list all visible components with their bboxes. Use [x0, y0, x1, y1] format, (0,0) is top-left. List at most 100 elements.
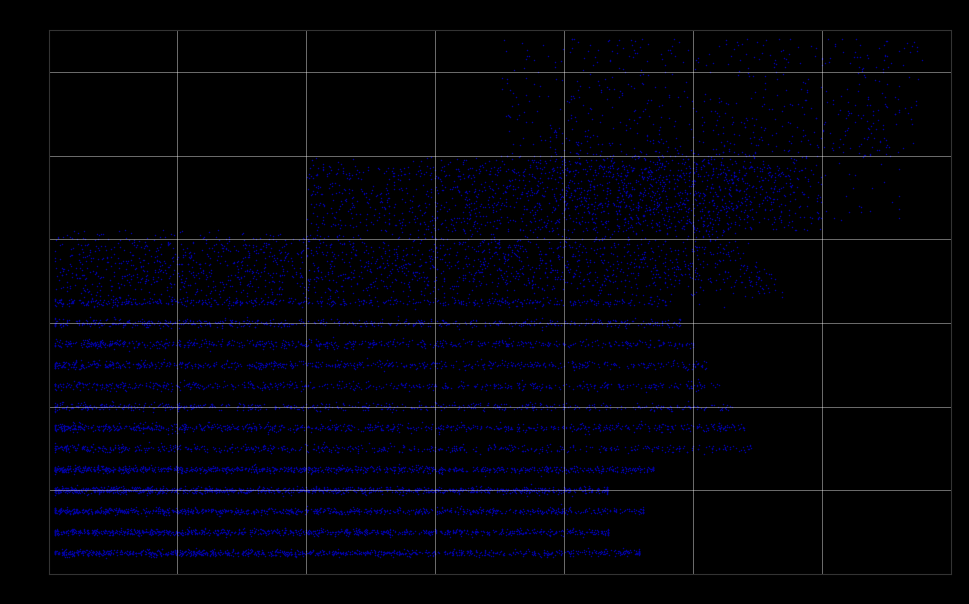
Point [468, 193, 484, 202]
Point [55, 548, 71, 558]
Point [743, 204, 759, 214]
Point [744, 71, 760, 81]
Point [543, 123, 558, 133]
Point [182, 444, 198, 454]
Point [695, 219, 710, 229]
Point [268, 484, 284, 493]
Point [634, 195, 649, 205]
Point [497, 187, 513, 197]
Point [442, 422, 457, 432]
Point [103, 486, 118, 495]
Point [264, 548, 279, 558]
Point [573, 184, 588, 193]
Point [355, 405, 370, 415]
Point [395, 255, 411, 265]
Point [217, 424, 233, 434]
Point [553, 267, 569, 277]
Point [593, 140, 609, 149]
Point [124, 528, 140, 538]
Point [572, 380, 587, 390]
Point [465, 276, 481, 286]
Point [188, 401, 203, 411]
Point [216, 421, 232, 431]
Point [328, 464, 344, 474]
Point [544, 527, 559, 536]
Point [136, 487, 151, 496]
Point [330, 443, 346, 452]
Point [664, 69, 679, 79]
Point [766, 214, 782, 224]
Point [114, 272, 130, 281]
Point [85, 356, 101, 365]
Point [573, 340, 588, 350]
Point [497, 194, 513, 204]
Point [308, 405, 324, 415]
Point [382, 295, 397, 305]
Point [308, 484, 324, 494]
Point [179, 292, 195, 302]
Point [253, 507, 268, 516]
Point [53, 319, 69, 329]
Point [445, 340, 460, 350]
Point [47, 358, 63, 368]
Point [779, 117, 795, 127]
Point [491, 423, 507, 433]
Point [154, 544, 170, 553]
Point [152, 548, 168, 557]
Point [697, 358, 712, 367]
Point [89, 507, 105, 517]
Point [228, 423, 243, 433]
Point [202, 400, 217, 410]
Point [814, 53, 829, 63]
Point [626, 464, 641, 474]
Point [216, 463, 232, 473]
Point [54, 548, 70, 558]
Point [334, 526, 350, 536]
Point [289, 248, 304, 258]
Point [365, 506, 381, 515]
Point [400, 487, 416, 496]
Point [262, 247, 277, 257]
Point [732, 185, 747, 194]
Point [500, 422, 516, 432]
Point [499, 299, 515, 309]
Point [61, 443, 77, 453]
Point [47, 420, 63, 430]
Point [215, 485, 231, 495]
Point [407, 484, 422, 494]
Point [579, 358, 595, 368]
Point [366, 486, 382, 496]
Point [406, 403, 422, 413]
Point [406, 320, 422, 329]
Point [172, 462, 188, 472]
Point [174, 420, 190, 430]
Point [747, 187, 763, 196]
Point [615, 549, 631, 559]
Point [489, 463, 505, 473]
Point [63, 466, 78, 476]
Point [287, 549, 302, 559]
Point [82, 245, 98, 255]
Point [164, 484, 179, 493]
Point [366, 506, 382, 516]
Point [119, 358, 135, 368]
Point [193, 402, 208, 411]
Point [223, 320, 238, 329]
Point [99, 487, 114, 496]
Point [415, 488, 430, 498]
Point [295, 359, 310, 368]
Point [391, 460, 406, 469]
Point [253, 244, 268, 254]
Point [205, 295, 221, 305]
Point [195, 381, 210, 391]
Point [380, 526, 395, 536]
Point [315, 320, 330, 329]
Point [416, 276, 431, 286]
Point [609, 256, 624, 266]
Point [335, 297, 351, 306]
Point [570, 359, 585, 368]
Point [55, 422, 71, 431]
Point [223, 527, 238, 537]
Point [470, 246, 485, 255]
Point [379, 548, 394, 558]
